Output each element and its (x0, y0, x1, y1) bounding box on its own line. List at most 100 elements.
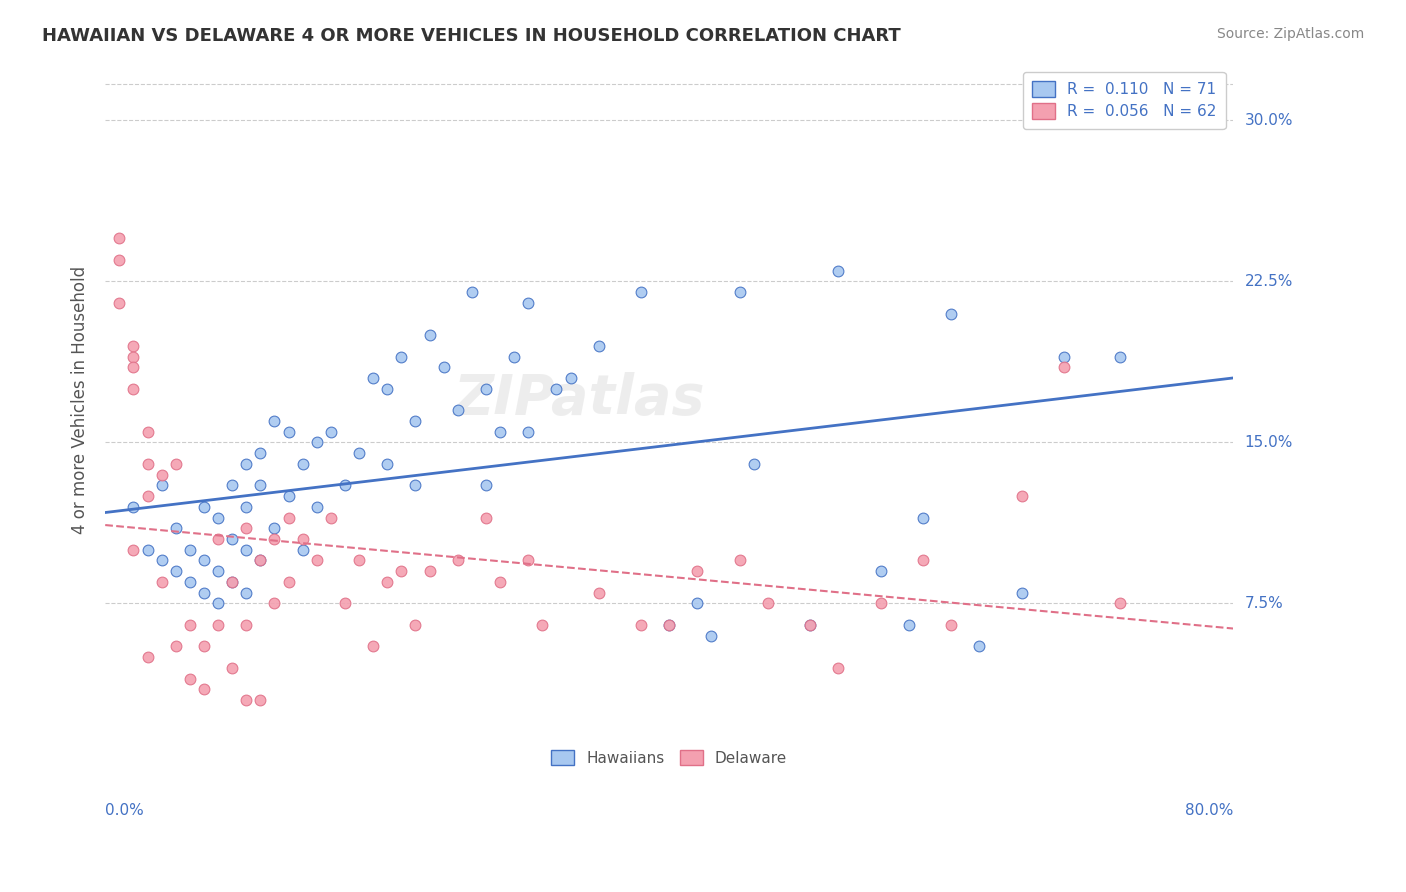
Point (827, 263, 849, 277)
Point (911, 510, 934, 524)
Text: HAWAIIAN VS DELAWARE 4 OR MORE VEHICLES IN HOUSEHOLD CORRELATION CHART: HAWAIIAN VS DELAWARE 4 OR MORE VEHICLES … (42, 27, 901, 45)
Point (207, 596, 229, 610)
Point (531, 618, 554, 632)
Point (122, 542, 145, 557)
Point (941, 618, 963, 632)
Text: Source: ZipAtlas.com: Source: ZipAtlas.com (1216, 27, 1364, 41)
Point (122, 360, 145, 375)
Point (728, 553, 751, 567)
Point (291, 457, 314, 471)
Point (389, 350, 412, 364)
Point (404, 478, 426, 492)
Point (263, 521, 285, 535)
Point (136, 489, 159, 503)
Point (517, 425, 540, 439)
Point (193, 640, 215, 654)
Point (404, 618, 426, 632)
Point (122, 339, 145, 353)
Point (447, 553, 470, 567)
Point (193, 500, 215, 514)
Point (418, 328, 440, 343)
Point (207, 618, 229, 632)
Point (630, 618, 652, 632)
Point (122, 350, 145, 364)
Point (108, 231, 131, 245)
Point (235, 457, 257, 471)
Text: 7.5%: 7.5% (1244, 596, 1284, 611)
Point (179, 542, 201, 557)
Point (136, 542, 159, 557)
Point (235, 693, 257, 707)
Point (347, 446, 370, 460)
Point (361, 371, 384, 385)
Point (630, 285, 652, 299)
Point (136, 457, 159, 471)
Point (1053, 350, 1076, 364)
Point (1011, 489, 1033, 503)
Point (277, 510, 299, 524)
Point (193, 682, 215, 697)
Point (389, 564, 412, 578)
Point (404, 414, 426, 428)
Point (742, 457, 765, 471)
Point (686, 564, 709, 578)
Point (756, 596, 779, 610)
Point (333, 478, 356, 492)
Point (249, 693, 271, 707)
Point (179, 618, 201, 632)
Text: 0.0%: 0.0% (105, 803, 143, 818)
Point (658, 618, 681, 632)
Point (433, 360, 456, 375)
Point (221, 478, 243, 492)
Point (165, 457, 187, 471)
Point (249, 553, 271, 567)
Point (108, 296, 131, 310)
Point (122, 500, 145, 514)
Point (165, 564, 187, 578)
Point (235, 500, 257, 514)
Point (347, 553, 370, 567)
Point (489, 425, 512, 439)
Point (235, 585, 257, 599)
Point (150, 574, 173, 589)
Point (969, 640, 991, 654)
Point (193, 553, 215, 567)
Point (193, 585, 215, 599)
Point (221, 661, 243, 675)
Point (291, 532, 314, 546)
Point (475, 478, 498, 492)
Point (207, 532, 229, 546)
Point (1109, 596, 1132, 610)
Text: 22.5%: 22.5% (1244, 274, 1294, 289)
Point (221, 532, 243, 546)
Point (305, 553, 328, 567)
Point (249, 553, 271, 567)
Point (305, 435, 328, 450)
Point (122, 382, 145, 396)
Text: 30.0%: 30.0% (1244, 113, 1294, 128)
Legend: Hawaiians, Delaware: Hawaiians, Delaware (546, 744, 793, 772)
Point (361, 640, 384, 654)
Point (799, 618, 821, 632)
Point (263, 532, 285, 546)
Point (150, 553, 173, 567)
Point (319, 425, 342, 439)
Point (179, 574, 201, 589)
Point (546, 382, 568, 396)
Point (277, 574, 299, 589)
Point (827, 661, 849, 675)
Point (221, 574, 243, 589)
Point (517, 553, 540, 567)
Point (165, 640, 187, 654)
Point (475, 382, 498, 396)
Point (588, 339, 610, 353)
Point (150, 478, 173, 492)
Point (799, 618, 821, 632)
Point (235, 618, 257, 632)
Point (517, 296, 540, 310)
Point (503, 350, 526, 364)
Text: ZIPatlas: ZIPatlas (453, 373, 704, 426)
Y-axis label: 4 or more Vehicles in Household: 4 or more Vehicles in Household (72, 266, 89, 533)
Point (489, 574, 512, 589)
Point (560, 371, 582, 385)
